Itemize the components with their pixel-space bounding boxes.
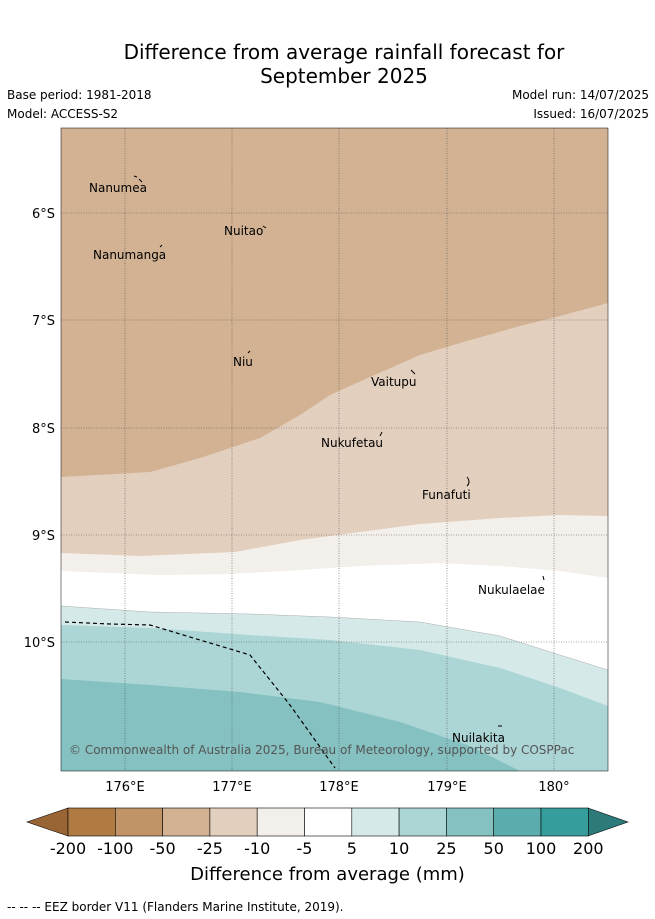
colorbar-swatch: [209, 807, 258, 837]
island-label-vaitupu: Vaitupu: [371, 375, 417, 389]
lon-tick-label: 176°E: [105, 780, 145, 795]
model-run: Model run: 14/07/2025: [511, 88, 649, 102]
zone-contour-lines: [61, 605, 608, 671]
lon-tick-label: 180°: [538, 780, 569, 795]
colorbar-tick-label: 25: [436, 839, 456, 858]
colorbar-tick-label: 10: [389, 839, 409, 858]
island-label-funafuti: Funafuti: [422, 488, 471, 502]
island-label-nukulaelae: Nukulaelae: [478, 583, 545, 597]
eez-footnote: -- -- -- EEZ border V11 (Flanders Marine…: [7, 900, 344, 914]
lon-tick-label: 178°E: [319, 780, 359, 795]
lat-tick-label: 6°S: [32, 207, 55, 222]
lon-tick-label: 179°E: [427, 780, 467, 795]
colorbar-swatch: [446, 807, 494, 837]
colorbar-tick-label: 100: [526, 839, 557, 858]
colorbar-swatch: [115, 807, 163, 837]
longitude-axis: 176°E 177°E 178°E 179°E 180°: [105, 780, 569, 795]
colorbar-tick-label: -10: [244, 839, 270, 858]
colorbar-swatch: [540, 807, 589, 837]
colorbar-tick-label: -50: [150, 839, 176, 858]
island-label-nuilakita: Nuilakita: [452, 731, 505, 745]
colorbar-swatch: [493, 807, 542, 837]
latitude-axis: 6°S 7°S 8°S 9°S 10°S: [24, 207, 55, 651]
island-label-nanumea: Nanumea: [89, 181, 147, 195]
lat-tick-label: 10°S: [24, 636, 55, 651]
island-label-nukufetau: Nukufetau: [321, 436, 383, 450]
colorbar-tick-label: 5: [347, 839, 357, 858]
colorbar-swatch: [398, 807, 447, 837]
title-line-2: September 2025: [260, 64, 428, 88]
island-labels: Nanumea Nuitao Nanumanga Niu Vaitupu Nuk…: [89, 181, 545, 745]
island-label-nanumanga: Nanumanga: [93, 248, 166, 262]
title-line-1: Difference from average rainfall forecas…: [123, 40, 565, 64]
colorbar-swatch: [67, 807, 116, 837]
eez-border: [64, 621, 336, 769]
colorbar-tick-label: -100: [97, 839, 133, 858]
colorbar-swatch: [351, 807, 400, 837]
colorbar-tick-label: 200: [573, 839, 604, 858]
model-name: Model: ACCESS-S2: [7, 107, 119, 121]
colorbar-over-arrow: [587, 807, 629, 837]
lat-tick-label: 7°S: [32, 314, 55, 329]
island-label-nuitao: Nuitao: [224, 224, 263, 238]
map-frame: [60, 127, 609, 772]
colorbar-swatch: [162, 807, 211, 837]
island-label-niu: Niu: [233, 355, 253, 369]
colorbar-swatch: [256, 807, 305, 837]
colorbar-tick-label: -5: [297, 839, 313, 858]
colorbar-tick-label: -25: [197, 839, 223, 858]
colorbar-tick-label: 50: [484, 839, 504, 858]
zone-25-to-50: [61, 679, 520, 771]
base-period: Base period: 1981-2018: [7, 88, 152, 102]
colorbar: -200 -100 -50 -25 -10 -5 5 10 25 50 100 200: [26, 807, 629, 858]
lat-tick-label: 9°S: [32, 529, 55, 544]
island-outlines: [133, 175, 545, 727]
colorbar-tick-label: -200: [50, 839, 86, 858]
colorbar-under-arrow: [26, 807, 69, 837]
map-fill-zones: [61, 128, 608, 771]
colorbar-swatch: [304, 807, 353, 837]
zone-minus-50-to-minus-25: [61, 128, 608, 477]
copyright-notice: © Commonwealth of Australia 2025, Bureau…: [69, 743, 574, 757]
colorbar-label: Difference from average (mm): [190, 864, 465, 885]
lon-tick-label: 177°E: [212, 780, 252, 795]
issued-date: Issued: 16/07/2025: [533, 107, 649, 121]
graticule: [61, 128, 608, 771]
map-title: Difference from average rainfall forecas…: [0, 40, 655, 88]
lat-tick-label: 8°S: [32, 422, 55, 437]
